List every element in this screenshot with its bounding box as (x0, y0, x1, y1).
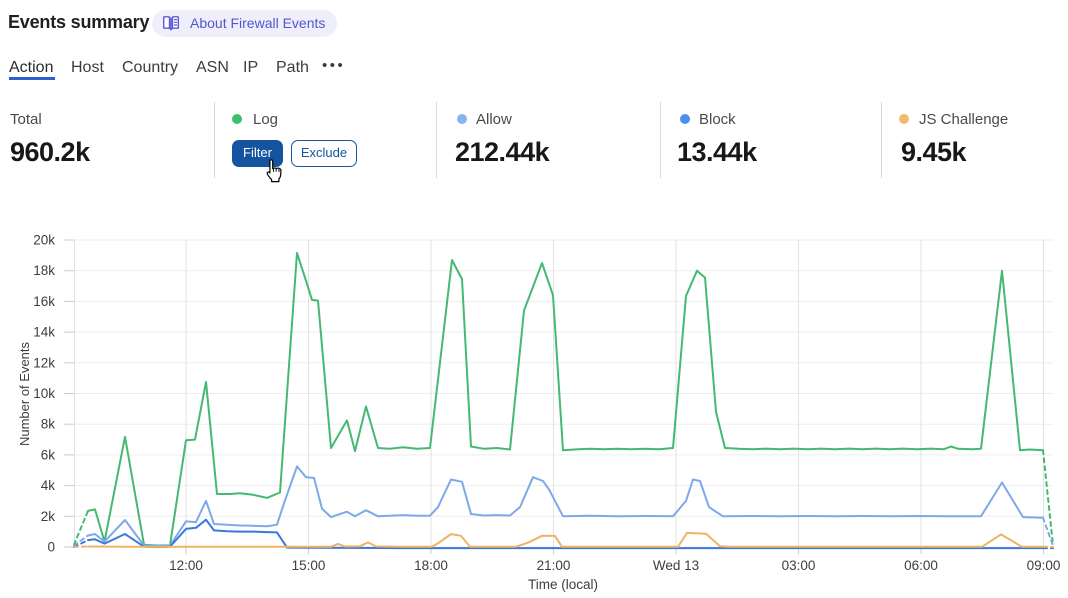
svg-text:14k: 14k (33, 325, 55, 340)
svg-text:18:00: 18:00 (414, 558, 448, 573)
svg-text:12:00: 12:00 (169, 558, 203, 573)
svg-text:03:00: 03:00 (782, 558, 816, 573)
svg-text:09:00: 09:00 (1027, 558, 1061, 573)
svg-text:12k: 12k (33, 355, 55, 370)
svg-text:15:00: 15:00 (292, 558, 326, 573)
svg-text:0: 0 (47, 540, 55, 555)
svg-text:Time (local): Time (local) (528, 577, 598, 592)
svg-text:16k: 16k (33, 294, 55, 309)
svg-text:06:00: 06:00 (904, 558, 938, 573)
svg-text:2k: 2k (41, 509, 56, 524)
svg-text:Wed 13: Wed 13 (653, 558, 699, 573)
svg-text:8k: 8k (41, 417, 56, 432)
svg-text:Number of Events: Number of Events (17, 341, 32, 446)
svg-text:18k: 18k (33, 263, 55, 278)
svg-text:20k: 20k (33, 233, 55, 248)
svg-text:10k: 10k (33, 386, 55, 401)
svg-text:21:00: 21:00 (537, 558, 571, 573)
svg-text:6k: 6k (41, 447, 56, 462)
svg-text:4k: 4k (41, 478, 56, 493)
